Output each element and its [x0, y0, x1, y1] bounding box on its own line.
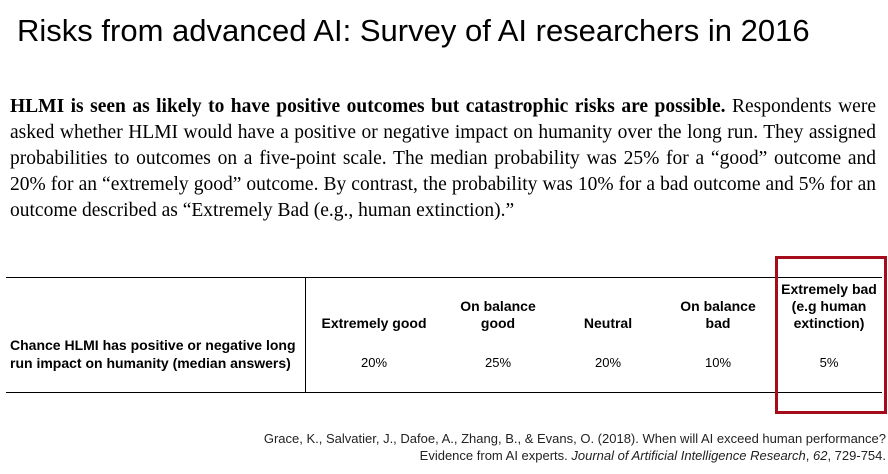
paragraph-body: Respondents were asked whether HLMI woul…	[10, 96, 876, 221]
table-top-rule	[6, 277, 882, 278]
value-extremely-bad: 5%	[819, 355, 839, 370]
column-header-extremely-good: Extremely good	[321, 315, 427, 331]
citation-title-tail: Evidence from AI experts.	[419, 447, 572, 463]
value-extremely-good: 20%	[360, 355, 388, 370]
column-header-on-balance-bad: On balance bad	[680, 298, 756, 331]
column-header-neutral: Neutral	[583, 315, 633, 331]
value-on-balance-good: 25%	[484, 355, 512, 370]
value-neutral: 20%	[594, 355, 622, 370]
column-header-extremely-bad: Extremely bad (e.g human extinction)	[781, 281, 877, 331]
citation-volume: 62	[812, 447, 828, 463]
table-row-label: Chance HLMI has positive or negative lon…	[10, 337, 296, 371]
citation-line-2: Evidence from AI experts. Journal of Art…	[186, 448, 886, 465]
table-column-divider	[305, 277, 306, 393]
slide-title: Risks from advanced AI: Survey of AI res…	[17, 13, 810, 48]
summary-paragraph: HLMI is seen as likely to have positive …	[10, 94, 876, 224]
paragraph-lead: HLMI is seen as likely to have positive …	[10, 96, 726, 117]
citation-pages: , 729-754.	[827, 447, 886, 463]
column-header-on-balance-good: On balance good	[460, 298, 536, 331]
value-on-balance-bad: 10%	[704, 355, 732, 370]
citation: Grace, K., Salvatier, J., Dafoe, A., Zha…	[186, 431, 886, 464]
table-bottom-rule	[6, 392, 882, 393]
citation-separator: ,	[805, 447, 813, 463]
extremely-bad-highlight-box	[775, 256, 887, 414]
citation-line-1: Grace, K., Salvatier, J., Dafoe, A., Zha…	[263, 431, 886, 446]
citation-journal: Journal of Artificial Intelligence Resea…	[571, 447, 806, 463]
